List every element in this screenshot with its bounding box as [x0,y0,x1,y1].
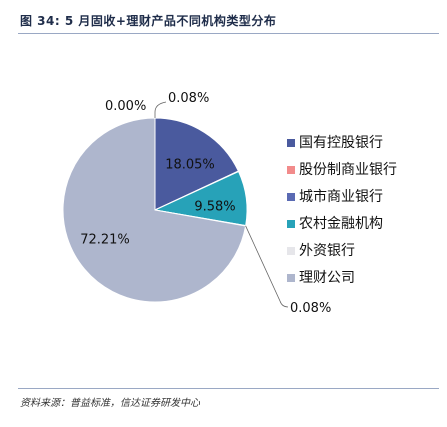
legend-swatch-3 [287,220,295,228]
source-divider [18,388,439,389]
legend-label-1: 股份制商业银行 [299,162,397,178]
legend-label-0: 国有控股银行 [299,135,383,151]
leader-lines [154,101,289,308]
pie-chart: 18.05% 9.58% 72.21% 0.00% 0.08% 0.08% 国有控股银行股… [62,91,397,316]
data-label-4: 0.08% [290,301,331,316]
data-label-5: 72.21% [80,233,130,248]
title-divider [18,33,439,34]
figure-title: 图 34: 5 月固收+理财产品不同机构类型分布 [20,14,277,28]
legend-label-3: 农村金融机构 [299,216,383,232]
data-label-0: 18.05% [165,158,215,173]
pie-slice-0 [154,117,240,211]
pie-slice-5 [62,117,247,303]
source-note: 资料来源：普益标准，信达证券研发中心 [20,398,200,409]
data-label-3: 9.58% [194,200,235,215]
leader-line-4 [245,225,289,308]
data-label-1: 0.08% [168,91,209,106]
leader-line-1 [154,101,167,118]
legend-swatch-4 [287,247,295,255]
legend-label-5: 理财公司 [299,270,355,286]
legend-swatch-0 [287,139,295,147]
legend-swatch-1 [287,166,295,174]
legend-swatch-2 [287,193,295,201]
pie-slices [62,117,248,303]
legend-swatch-5 [287,274,295,282]
data-labels: 18.05% 9.58% 72.21% 0.00% 0.08% 0.08% [80,91,331,316]
legend-label-2: 城市商业银行 [299,188,383,205]
data-label-zero: 0.00% [105,99,146,114]
legend-label-4: 外资银行 [299,243,355,259]
